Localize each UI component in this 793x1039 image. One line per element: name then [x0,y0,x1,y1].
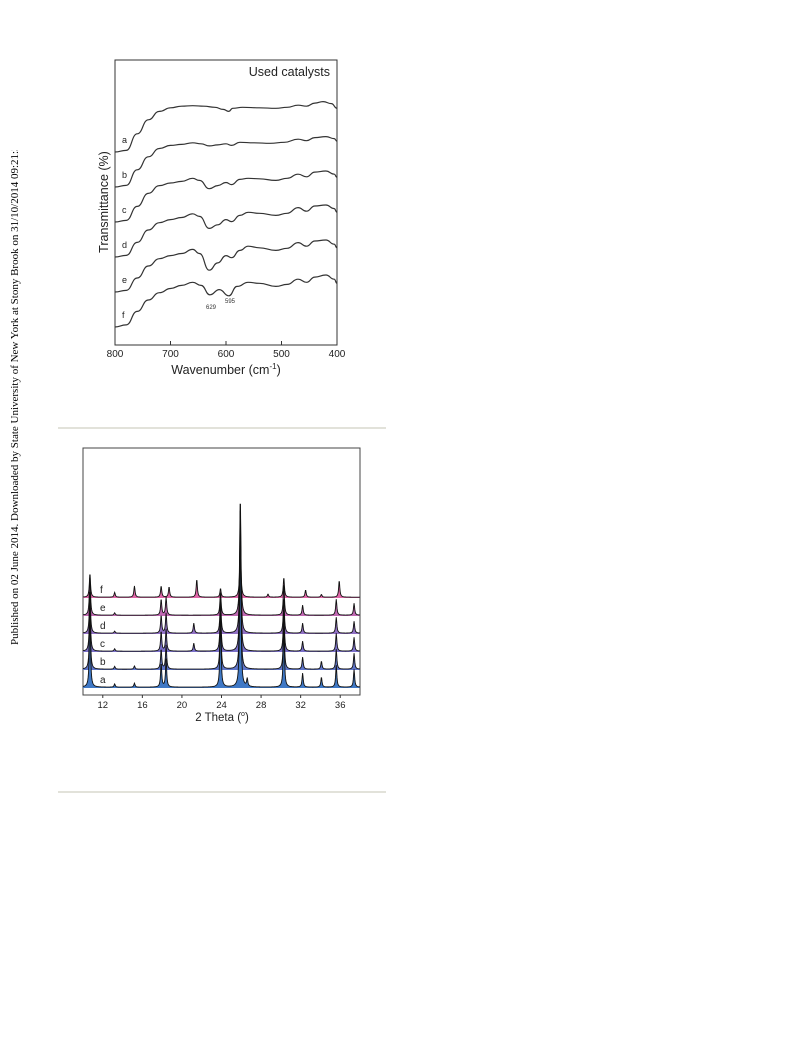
ftir-series-label-e: e [122,275,127,285]
xrd-x-tick-label-32: 32 [295,700,306,711]
ftir-series-d [114,204,338,258]
ftir-annotation: Used catalysts [249,65,330,79]
xrd-series-label-a: a [100,675,106,686]
ftir-x-axis-label-close: ) [277,363,281,377]
ftir-series-label-b: b [122,170,127,180]
figure-separator-1 [58,427,386,429]
xrd-x-axis-label: 2 Theta (o) [195,711,249,724]
ftir-series-labels: a b c d e f [122,135,127,320]
ftir-series-b [114,135,338,188]
xrd-series-e [82,503,361,616]
ftir-x-axis-label-main: Wavenumber (cm [171,363,269,377]
download-notice-text: Published on 02 June 2014. Downloaded by… [9,150,21,645]
ftir-series-a [114,100,338,153]
xrd-series-label-b: b [100,657,106,668]
ftir-series-label-f: f [122,310,125,320]
xrd-x-tick-label-28: 28 [256,700,267,711]
xrd-x-tick-label-24: 24 [216,700,227,711]
ftir-figure: a b c d e f 800 700 600 500 400 Used catalysts 62… [97,59,346,377]
ftir-x-axis-label: Wavenumber (cm-1) [171,362,280,377]
ftir-peak-label-629: 629 [206,305,217,311]
xrd-series-label-d: d [100,621,106,632]
ftir-series-group [114,100,338,328]
xrd-series-f [82,541,360,598]
xrd-x-axis-label-close: ) [245,712,249,724]
ftir-x-tick-label-800: 800 [107,349,124,360]
ftir-series-e [114,239,338,293]
ftir-y-axis-label: Transmittance (%) [97,151,111,253]
ftir-series-label-d: d [122,240,127,250]
xrd-series-d [82,510,361,634]
ftir-peak-label-595: 595 [225,299,236,305]
ftir-x-tick-label-700: 700 [162,349,179,360]
xrd-x-tick-label-12: 12 [97,700,108,711]
xrd-series-label-c: c [100,639,105,650]
ftir-x-ticks: 800 700 600 500 400 [107,341,346,360]
xrd-series-label-e: e [100,603,106,614]
xrd-x-tick-label-16: 16 [137,700,148,711]
xrd-series-group [82,503,361,688]
xrd-x-axis-label-sup: o [241,711,245,718]
ftir-x-tick-label-600: 600 [218,349,235,360]
xrd-x-axis-label-main: 2 Theta ( [195,712,241,724]
ftir-series-label-a: a [122,135,127,145]
ftir-x-tick-label-500: 500 [273,349,290,360]
ftir-x-axis-label-sup: -1 [269,362,277,371]
download-notice: Published on 02 June 2014. Downloaded by… [9,150,21,645]
ftir-series-f [114,274,338,328]
ftir-series-label-c: c [122,205,127,215]
xrd-x-ticks: 12 16 20 24 28 32 36 [97,695,346,711]
xrd-x-tick-label-36: 36 [335,700,346,711]
figure-separator-2 [58,791,386,793]
ftir-x-tick-label-400: 400 [329,349,346,360]
xrd-x-tick-label-20: 20 [177,700,188,711]
xrd-series-label-f: f [100,585,103,596]
xrd-series-a [82,534,361,688]
ftir-series-c [114,170,338,223]
